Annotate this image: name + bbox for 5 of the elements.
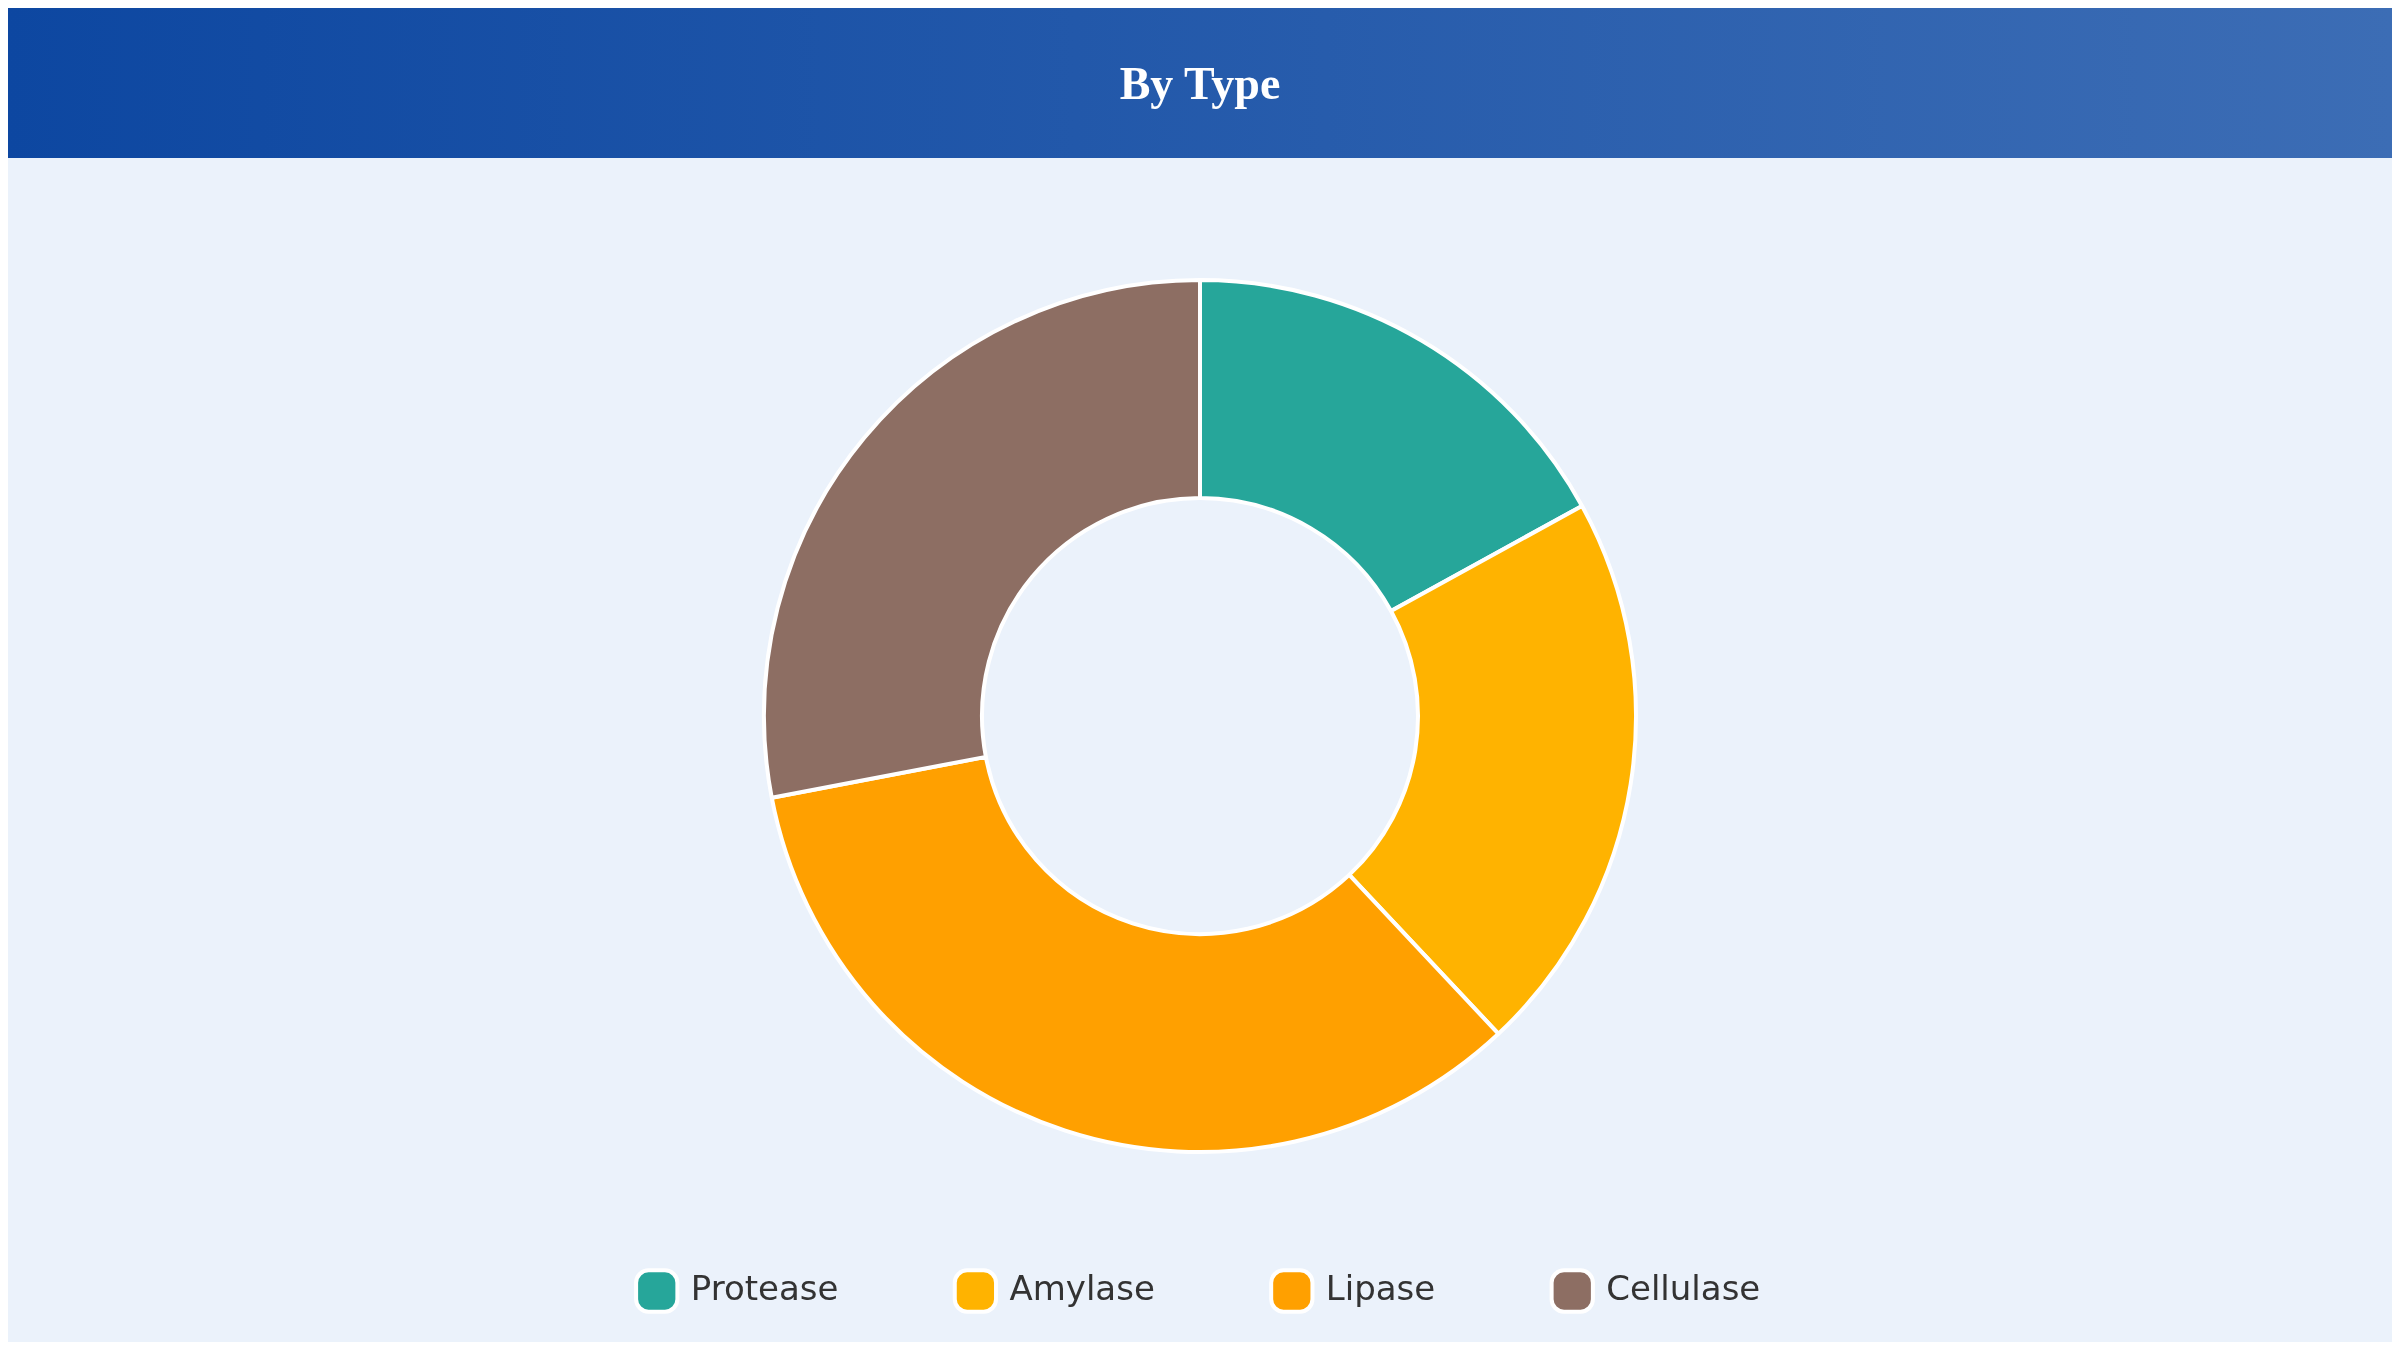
legend-label: Amylase [1009, 1267, 1155, 1308]
legend-label: Cellulase [1606, 1267, 1761, 1308]
legend-label: Protease [690, 1267, 839, 1308]
legend-label: Lipase [1325, 1267, 1436, 1308]
chart-title: By Type [1119, 56, 1281, 110]
